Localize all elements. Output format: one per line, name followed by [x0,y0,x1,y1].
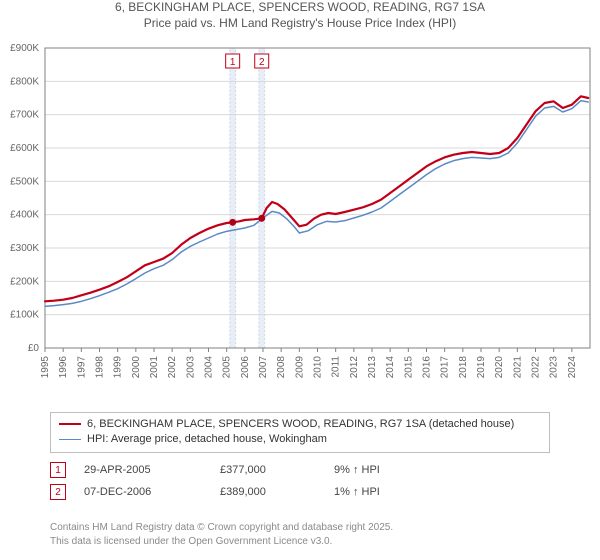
svg-text:2: 2 [259,57,265,68]
svg-text:2000: 2000 [131,356,142,379]
svg-text:1999: 1999 [113,356,124,379]
svg-text:2014: 2014 [385,356,396,379]
svg-text:£0: £0 [28,343,40,354]
title-address: 6, BECKINGHAM PLACE, SPENCERS WOOD, READ… [0,0,600,16]
svg-text:2010: 2010 [313,356,324,379]
sale-price: £389,000 [220,486,330,498]
svg-text:2021: 2021 [512,356,523,379]
sale-date: 07-DEC-2006 [84,486,216,498]
svg-text:£200K: £200K [10,276,39,287]
attribution: Contains HM Land Registry data © Crown c… [50,521,393,548]
svg-text:2018: 2018 [458,356,469,379]
svg-text:2017: 2017 [440,356,451,379]
svg-text:1998: 1998 [95,356,106,379]
svg-text:2005: 2005 [222,356,233,379]
svg-text:2022: 2022 [531,356,542,379]
attribution-line: This data is licensed under the Open Gov… [50,535,393,549]
svg-text:2011: 2011 [331,356,342,378]
legend-row: 6, BECKINGHAM PLACE, SPENCERS WOOD, READ… [59,417,541,432]
svg-text:2004: 2004 [204,356,215,379]
svg-text:£300K: £300K [10,243,39,254]
svg-text:£900K: £900K [10,43,39,54]
legend-swatch [59,439,81,440]
svg-text:£600K: £600K [10,143,39,154]
legend-row: HPI: Average price, detached house, Woki… [59,432,541,447]
legend-label: 6, BECKINGHAM PLACE, SPENCERS WOOD, READ… [87,417,514,432]
svg-text:£400K: £400K [10,210,39,221]
svg-text:2006: 2006 [240,356,251,379]
sales-table: 1 29-APR-2005 £377,000 9% ↑ HPI 2 07-DEC-2006… [50,459,454,503]
title-subtitle: Price paid vs. HM Land Registry's House … [0,16,600,32]
sale-row: 2 07-DEC-2006 £389,000 1% ↑ HPI [50,481,454,503]
svg-text:1996: 1996 [58,356,69,379]
svg-text:2019: 2019 [476,356,487,379]
svg-text:2020: 2020 [494,356,505,379]
svg-text:2023: 2023 [549,356,560,379]
svg-text:£500K: £500K [10,176,39,187]
svg-text:£700K: £700K [10,110,39,121]
svg-text:2002: 2002 [167,356,178,379]
svg-text:2016: 2016 [422,356,433,379]
legend-label: HPI: Average price, detached house, Woki… [87,432,327,447]
svg-text:2007: 2007 [258,356,269,379]
svg-text:2003: 2003 [185,356,196,379]
svg-text:£800K: £800K [10,76,39,87]
svg-text:1995: 1995 [40,356,51,379]
sale-price: £377,000 [220,464,330,476]
svg-text:2015: 2015 [403,356,414,379]
sale-marker: 2 [50,484,66,500]
chart-area: £0 £100K £200K £300K £400K £500K £600K £700K £80… [0,40,600,405]
legend: 6, BECKINGHAM PLACE, SPENCERS WOOD, READ… [50,412,550,453]
svg-text:2009: 2009 [294,356,305,379]
sale-pct: 9% ↑ HPI [334,464,454,476]
svg-text:2001: 2001 [149,356,160,379]
svg-text:1: 1 [230,57,236,68]
line-chart: £0 £100K £200K £300K £400K £500K £600K £700K £80… [0,40,600,405]
svg-text:2012: 2012 [349,356,360,379]
sale-marker: 1 [50,462,66,478]
legend-swatch [59,423,81,425]
svg-text:1997: 1997 [76,356,87,379]
sale-date: 29-APR-2005 [84,464,216,476]
svg-text:£100K: £100K [10,310,39,321]
svg-text:2024: 2024 [567,356,578,379]
sale-pct: 1% ↑ HPI [334,486,454,498]
svg-text:2013: 2013 [367,356,378,379]
attribution-line: Contains HM Land Registry data © Crown c… [50,521,393,535]
sale-row: 1 29-APR-2005 £377,000 9% ↑ HPI [50,459,454,481]
svg-text:2008: 2008 [276,356,287,379]
